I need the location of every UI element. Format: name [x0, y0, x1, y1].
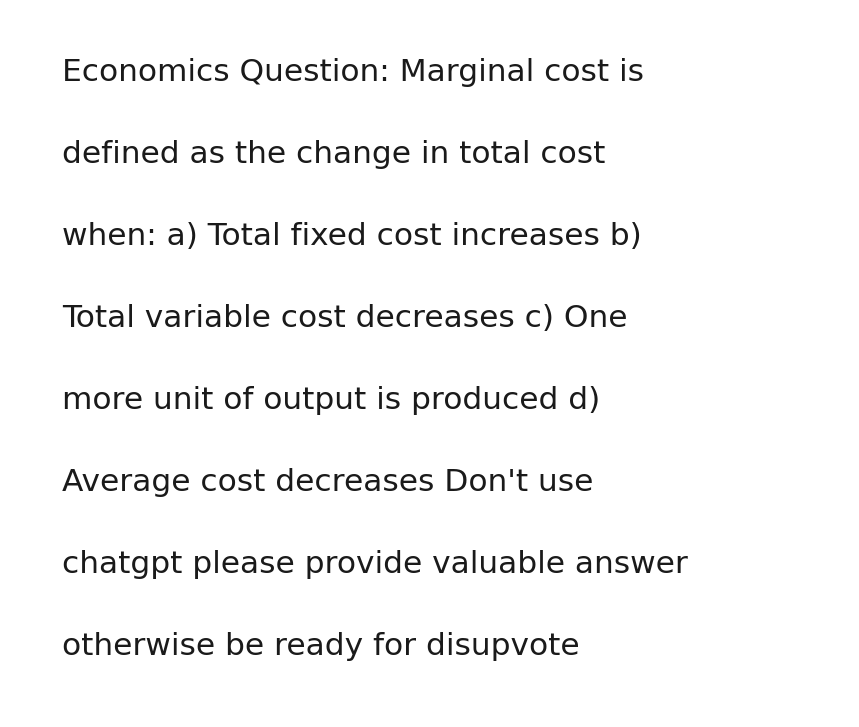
Text: Average cost decreases Don't use: Average cost decreases Don't use — [62, 468, 594, 497]
Text: otherwise be ready for disupvote: otherwise be ready for disupvote — [62, 632, 580, 661]
Text: more unit of output is produced d): more unit of output is produced d) — [62, 386, 600, 415]
Text: chatgpt please provide valuable answer: chatgpt please provide valuable answer — [62, 550, 688, 579]
Text: Economics Question: Marginal cost is: Economics Question: Marginal cost is — [62, 58, 644, 87]
Text: defined as the change in total cost: defined as the change in total cost — [62, 140, 606, 169]
Text: Total variable cost decreases c) One: Total variable cost decreases c) One — [62, 304, 628, 333]
Text: when: a) Total fixed cost increases b): when: a) Total fixed cost increases b) — [62, 222, 642, 251]
